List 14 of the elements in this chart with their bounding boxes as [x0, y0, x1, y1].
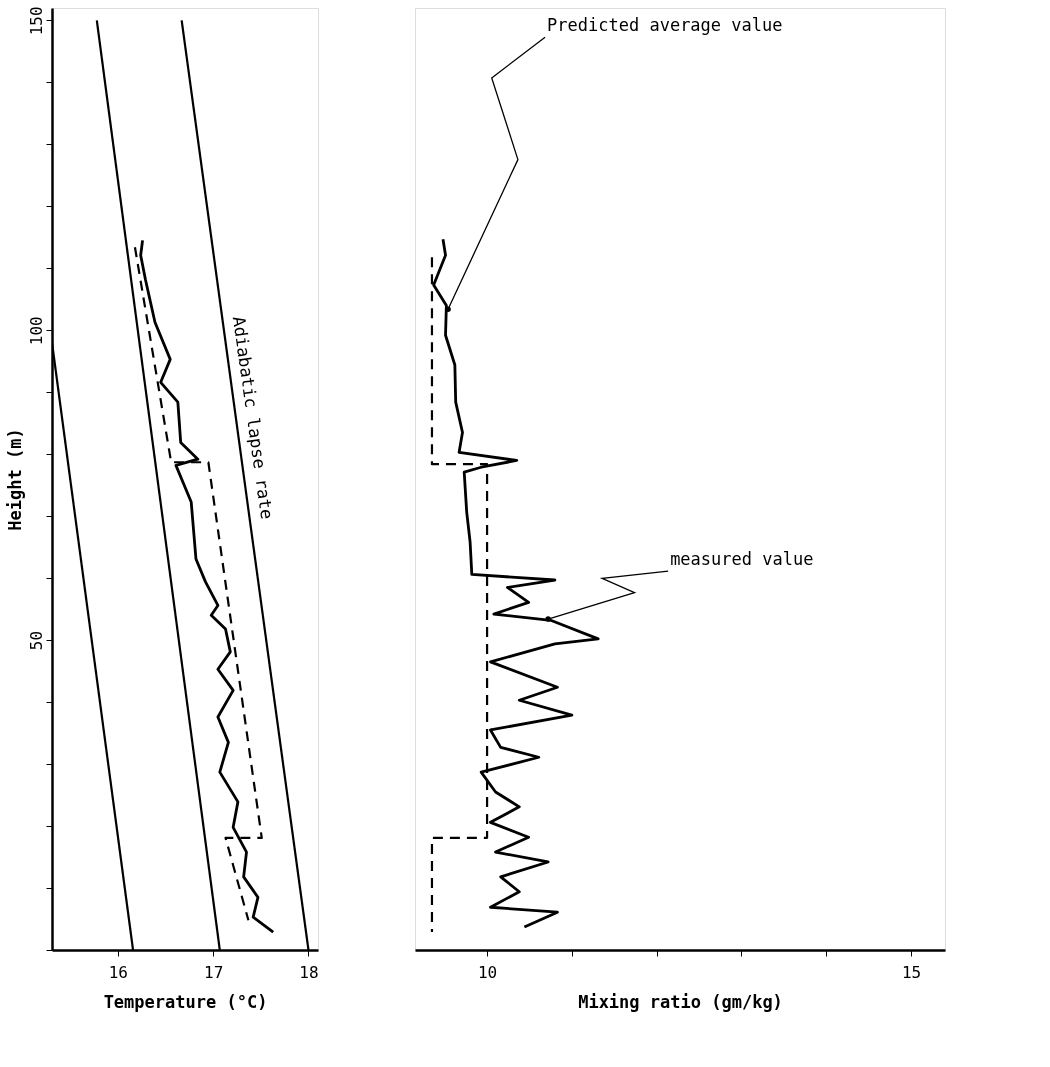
x-axis-title: Mixing ratio (gm/kg) [578, 991, 783, 1012]
y-tick-label: 150 [26, 6, 46, 36]
x-axis-title: Temperature (°C) [103, 991, 268, 1012]
x-tick-label: 18 [299, 962, 319, 982]
annotation: Predicted average value [547, 15, 783, 36]
annotation: Adiabatic lapse rate [228, 315, 278, 521]
x-tick-label: 16 [108, 962, 128, 982]
x-tick-label: 10 [477, 962, 498, 982]
x-tick-label: 15 [901, 962, 922, 982]
y-tick-label: 50 [26, 631, 46, 651]
y-axis-title: Height (m) [4, 428, 25, 531]
y-tick-label: 100 [26, 316, 46, 346]
annotation: measured value [670, 549, 814, 570]
x-tick-label: 17 [203, 962, 224, 982]
